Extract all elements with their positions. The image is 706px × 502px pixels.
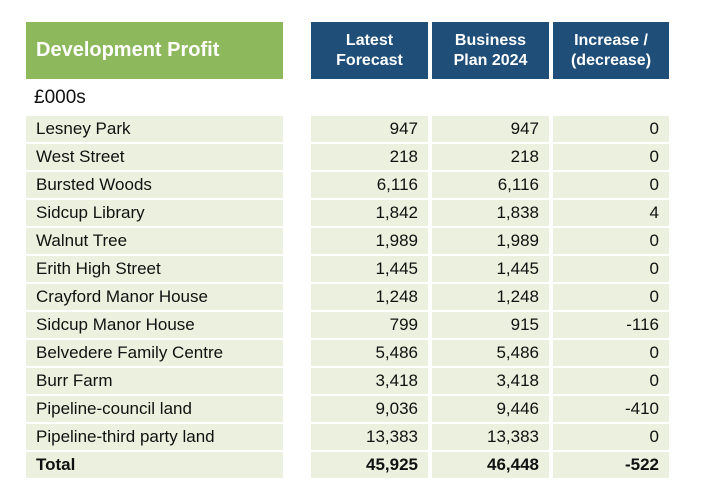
table-row: Belvedere Family Centre 5,486 5,486 0 [0, 340, 706, 366]
latest-forecast-cell: 1,248 [311, 284, 428, 310]
business-plan-cell: 947 [432, 116, 549, 142]
latest-forecast-cell: 1,989 [311, 228, 428, 254]
business-plan-cell: 13,383 [432, 424, 549, 450]
row-name: Burr Farm [26, 368, 283, 394]
table-row: Pipeline-council land 9,036 9,446 -410 [0, 396, 706, 422]
row-name: Pipeline-council land [26, 396, 283, 422]
unit-label: £000s [34, 87, 86, 108]
row-name: West Street [26, 144, 283, 170]
business-plan-cell: 915 [432, 312, 549, 338]
business-plan-cell: 6,116 [432, 172, 549, 198]
row-name: Walnut Tree [26, 228, 283, 254]
row-name: Erith High Street [26, 256, 283, 282]
business-plan-cell: 1,989 [432, 228, 549, 254]
increase-cell: 0 [553, 424, 669, 450]
table-row: Pipeline-third party land 13,383 13,383 0 [0, 424, 706, 450]
increase-cell: 0 [553, 368, 669, 394]
latest-forecast-cell: 5,486 [311, 340, 428, 366]
latest-forecast-cell: 799 [311, 312, 428, 338]
table-row: Crayford Manor House 1,248 1,248 0 [0, 284, 706, 310]
business-plan-cell: 1,838 [432, 200, 549, 226]
total-business-plan-cell: 46,448 [432, 452, 549, 478]
col-header-latest-forecast: Latest Forecast [311, 22, 428, 79]
row-name: Sidcup Manor House [26, 312, 283, 338]
total-latest-forecast-cell: 45,925 [311, 452, 428, 478]
latest-forecast-cell: 9,036 [311, 396, 428, 422]
col-header-business-plan: Business Plan 2024 [432, 22, 549, 79]
increase-cell: 0 [553, 284, 669, 310]
increase-cell: 0 [553, 144, 669, 170]
increase-cell: 0 [553, 116, 669, 142]
increase-cell: 0 [553, 340, 669, 366]
business-plan-cell: 218 [432, 144, 549, 170]
business-plan-cell: 9,446 [432, 396, 549, 422]
row-name: Belvedere Family Centre [26, 340, 283, 366]
latest-forecast-cell: 6,116 [311, 172, 428, 198]
table-row: Burr Farm 3,418 3,418 0 [0, 368, 706, 394]
latest-forecast-cell: 13,383 [311, 424, 428, 450]
row-name: Lesney Park [26, 116, 283, 142]
increase-cell: -116 [553, 312, 669, 338]
table-row: Lesney Park 947 947 0 [0, 116, 706, 142]
row-name: Bursted Woods [26, 172, 283, 198]
latest-forecast-cell: 218 [311, 144, 428, 170]
business-plan-cell: 1,445 [432, 256, 549, 282]
table-title: Development Profit [26, 22, 283, 79]
increase-cell: 0 [553, 172, 669, 198]
table-row: Erith High Street 1,445 1,445 0 [0, 256, 706, 282]
latest-forecast-cell: 1,445 [311, 256, 428, 282]
total-row-name: Total [26, 452, 283, 478]
latest-forecast-cell: 3,418 [311, 368, 428, 394]
total-increase-cell: -522 [553, 452, 669, 478]
table-row: Sidcup Library 1,842 1,838 4 [0, 200, 706, 226]
table-row: Bursted Woods 6,116 6,116 0 [0, 172, 706, 198]
row-name: Crayford Manor House [26, 284, 283, 310]
total-row: Total 45,925 46,448 -522 [0, 452, 706, 478]
table-row: Walnut Tree 1,989 1,989 0 [0, 228, 706, 254]
latest-forecast-cell: 947 [311, 116, 428, 142]
table-row: West Street 218 218 0 [0, 144, 706, 170]
row-name: Pipeline-third party land [26, 424, 283, 450]
latest-forecast-cell: 1,842 [311, 200, 428, 226]
table-row: Sidcup Manor House 799 915 -116 [0, 312, 706, 338]
increase-cell: 0 [553, 256, 669, 282]
increase-cell: 0 [553, 228, 669, 254]
increase-cell: -410 [553, 396, 669, 422]
business-plan-cell: 3,418 [432, 368, 549, 394]
business-plan-cell: 1,248 [432, 284, 549, 310]
row-name: Sidcup Library [26, 200, 283, 226]
col-header-increase-decrease: Increase / (decrease) [553, 22, 669, 79]
business-plan-cell: 5,486 [432, 340, 549, 366]
increase-cell: 4 [553, 200, 669, 226]
